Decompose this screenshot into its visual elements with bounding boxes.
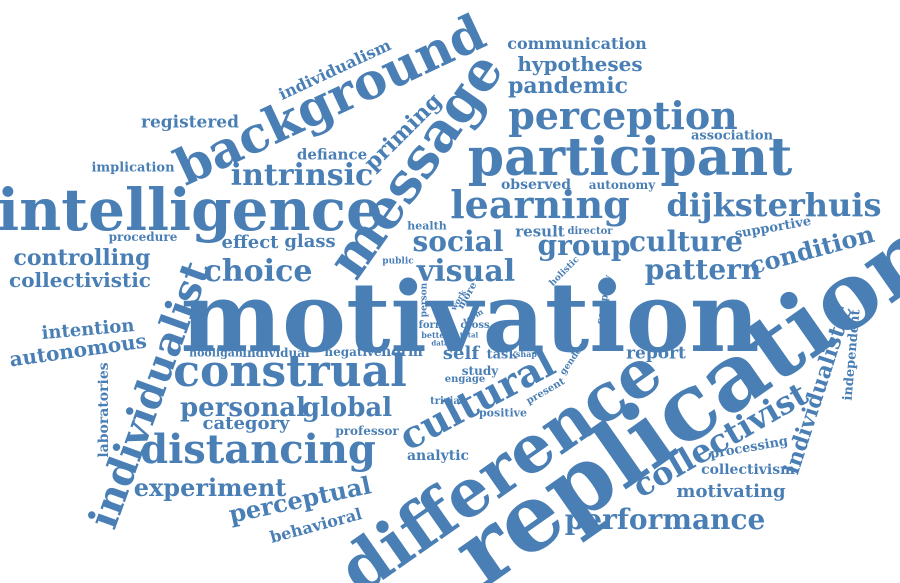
- word-visual: visual: [416, 254, 516, 289]
- word-form: form: [418, 320, 446, 331]
- word-public: public: [382, 256, 414, 267]
- word-experiment: experiment: [133, 473, 287, 502]
- word-personal: personal: [179, 393, 307, 423]
- word-laboratories: laboratories: [96, 362, 112, 458]
- word-category: category: [202, 413, 290, 434]
- word-intrinsic: intrinsic: [230, 158, 374, 193]
- word-motivation: motivation: [180, 261, 760, 374]
- word-task: task: [486, 347, 518, 363]
- word-performance: performance: [564, 503, 766, 536]
- word-individual: individual: [242, 346, 310, 360]
- word-collectivism: collectivism: [701, 462, 795, 478]
- word-cross: cross: [460, 320, 490, 331]
- word-pattern: pattern: [644, 253, 762, 286]
- word-engage: engage: [444, 374, 486, 385]
- word-hypotheses: hypotheses: [517, 52, 643, 76]
- word-communication: communication: [507, 34, 647, 53]
- word-procedure: procedure: [108, 230, 178, 244]
- word-defiance: defiance: [296, 145, 368, 164]
- word-dijksterhuis: dijksterhuis: [666, 186, 882, 224]
- word-trivia: trivia: [430, 396, 460, 407]
- word-implication: implication: [91, 160, 175, 176]
- word-effect: effect: [221, 232, 279, 253]
- word-observed: observed: [500, 177, 572, 193]
- word-social: social: [412, 225, 504, 258]
- word-controlling: controlling: [13, 245, 151, 271]
- word-norm: norm: [381, 344, 423, 360]
- word-participant: participant: [467, 127, 793, 188]
- word-analytic: analytic: [406, 448, 470, 464]
- word-learning: learning: [450, 182, 630, 227]
- word-motivating: motivating: [676, 481, 786, 502]
- word-director: director: [567, 226, 613, 237]
- word-registered: registered: [140, 112, 240, 133]
- word-positive: positive: [478, 406, 528, 420]
- word-person: person: [419, 282, 430, 318]
- word-autonomy: autonomy: [588, 178, 656, 192]
- word-professor: professor: [335, 424, 399, 438]
- word-health: health: [407, 219, 447, 233]
- word-pandemic: pandemic: [507, 73, 629, 99]
- word-group: group: [537, 229, 631, 262]
- word-association: association: [690, 128, 774, 144]
- word-study: study: [461, 364, 499, 378]
- word-negative: negative: [324, 345, 382, 359]
- word-construal: construal: [173, 346, 407, 397]
- word-collectivistic: collectivistic: [9, 268, 151, 292]
- word-report: report: [626, 343, 686, 364]
- word-perception: perception: [508, 93, 738, 138]
- word-choice: choice: [203, 254, 313, 289]
- word-culture: culture: [629, 225, 743, 258]
- word-distancing: distancing: [140, 426, 376, 473]
- word-global: global: [301, 393, 393, 423]
- word-result: result: [515, 222, 565, 241]
- word-better: better: [421, 330, 449, 340]
- word-total: total: [459, 330, 479, 340]
- word-intelligence: intelligence: [0, 176, 383, 244]
- word-self: self: [442, 343, 480, 364]
- word-glass: glass: [284, 231, 336, 252]
- word-hooligan: hooligan: [189, 346, 243, 360]
- word-shape: shape: [515, 349, 543, 359]
- word-data: data: [431, 338, 449, 348]
